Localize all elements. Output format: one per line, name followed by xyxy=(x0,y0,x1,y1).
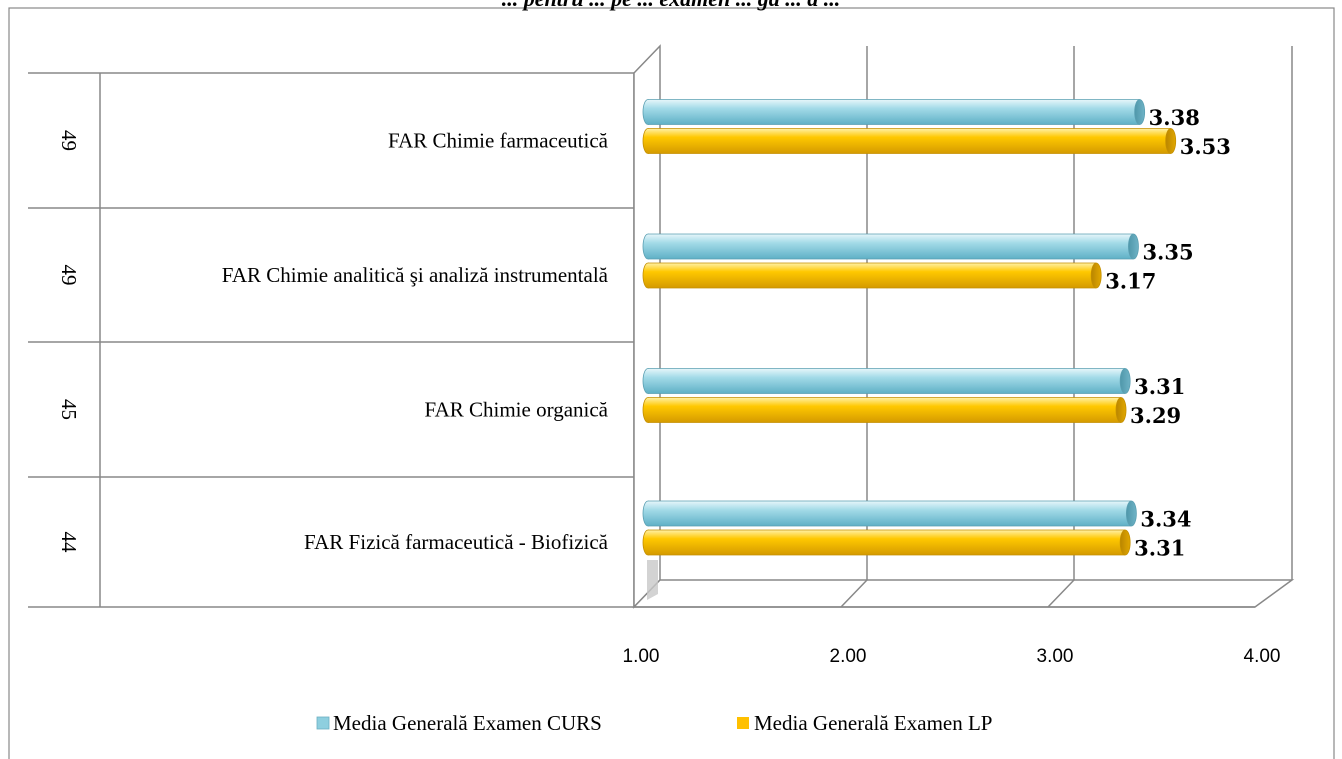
value-label: 3.34 xyxy=(1140,507,1191,532)
legend-label-curs: Media Generală Examen CURS xyxy=(333,711,602,735)
x-axis: 1.00 2.00 3.00 4.00 xyxy=(623,646,1281,667)
value-label: 3.17 xyxy=(1105,269,1156,294)
bar-end-cap xyxy=(1115,397,1127,423)
row-labels: 49 FAR Chimie farmaceutică 49 FAR Chimie an… xyxy=(57,129,609,555)
bar-curs xyxy=(642,368,1131,394)
floor xyxy=(632,579,1295,608)
bar-end-cap xyxy=(1125,500,1137,527)
bar-lp xyxy=(642,397,1127,423)
chart-title: ... pentru ... pe ... examen ... ga ... … xyxy=(502,0,841,11)
x-tick-label: 4.00 xyxy=(1244,646,1281,667)
bar-end-cap xyxy=(1090,262,1102,289)
bar-body xyxy=(648,530,1126,555)
legend-label-lp: Media Generală Examen LP xyxy=(754,711,993,735)
row-count: 49 xyxy=(57,130,81,151)
x-tick-label: 2.00 xyxy=(830,646,867,667)
value-label: 3.31 xyxy=(1134,374,1185,399)
bar-body xyxy=(648,397,1122,423)
bar-body xyxy=(648,99,1140,125)
x-tick-label: 1.00 xyxy=(623,646,660,667)
category-label: FAR Chimie organică xyxy=(424,398,608,422)
plot-walls xyxy=(632,44,1295,609)
bar-body xyxy=(648,501,1132,526)
row-count: 45 xyxy=(57,399,81,420)
category-label: FAR Chimie farmaceutică xyxy=(388,129,609,153)
row-count: 49 xyxy=(57,265,81,286)
bar-end-cap xyxy=(1128,233,1139,260)
bars xyxy=(642,99,1177,556)
bar-curs xyxy=(642,500,1137,527)
bar-body xyxy=(648,128,1171,154)
bar-end-cap xyxy=(1119,368,1131,394)
bar-end-cap xyxy=(1165,128,1177,154)
bar-curs xyxy=(642,233,1139,260)
depth-shadow xyxy=(647,560,658,600)
bar-body xyxy=(648,234,1134,259)
bar-body xyxy=(648,368,1126,394)
value-label: 3.31 xyxy=(1134,536,1185,561)
bar-end-cap xyxy=(1119,529,1131,556)
category-table xyxy=(28,72,635,608)
category-label: FAR Chimie analitică şi analiză instrume… xyxy=(222,263,609,287)
bar-lp xyxy=(642,262,1102,289)
legend: Media Generală Examen CURS Media General… xyxy=(316,711,993,735)
bar-lp xyxy=(642,128,1177,154)
legend-swatch-curs xyxy=(316,716,330,730)
x-tick-label: 3.00 xyxy=(1037,646,1074,667)
chart-border xyxy=(8,7,1335,759)
bar-end-cap xyxy=(1134,99,1146,125)
value-labels: 3.38 3.53 3.35 3.17 3.31 3.29 3.34 3.31 xyxy=(1105,105,1231,561)
legend-swatch-lp xyxy=(737,717,749,729)
value-label: 3.38 xyxy=(1149,105,1200,130)
bar-body xyxy=(648,263,1097,288)
value-label: 3.35 xyxy=(1142,240,1193,265)
bar-curs xyxy=(642,99,1146,125)
row-count: 44 xyxy=(57,532,81,554)
value-label: 3.53 xyxy=(1180,134,1231,159)
grid-floor-line xyxy=(840,579,868,608)
value-label: 3.29 xyxy=(1130,403,1181,428)
bar-lp xyxy=(642,529,1131,556)
grid-floor-line xyxy=(1047,579,1075,608)
category-label: FAR Fizică farmaceutică - Biofizică xyxy=(304,530,609,554)
